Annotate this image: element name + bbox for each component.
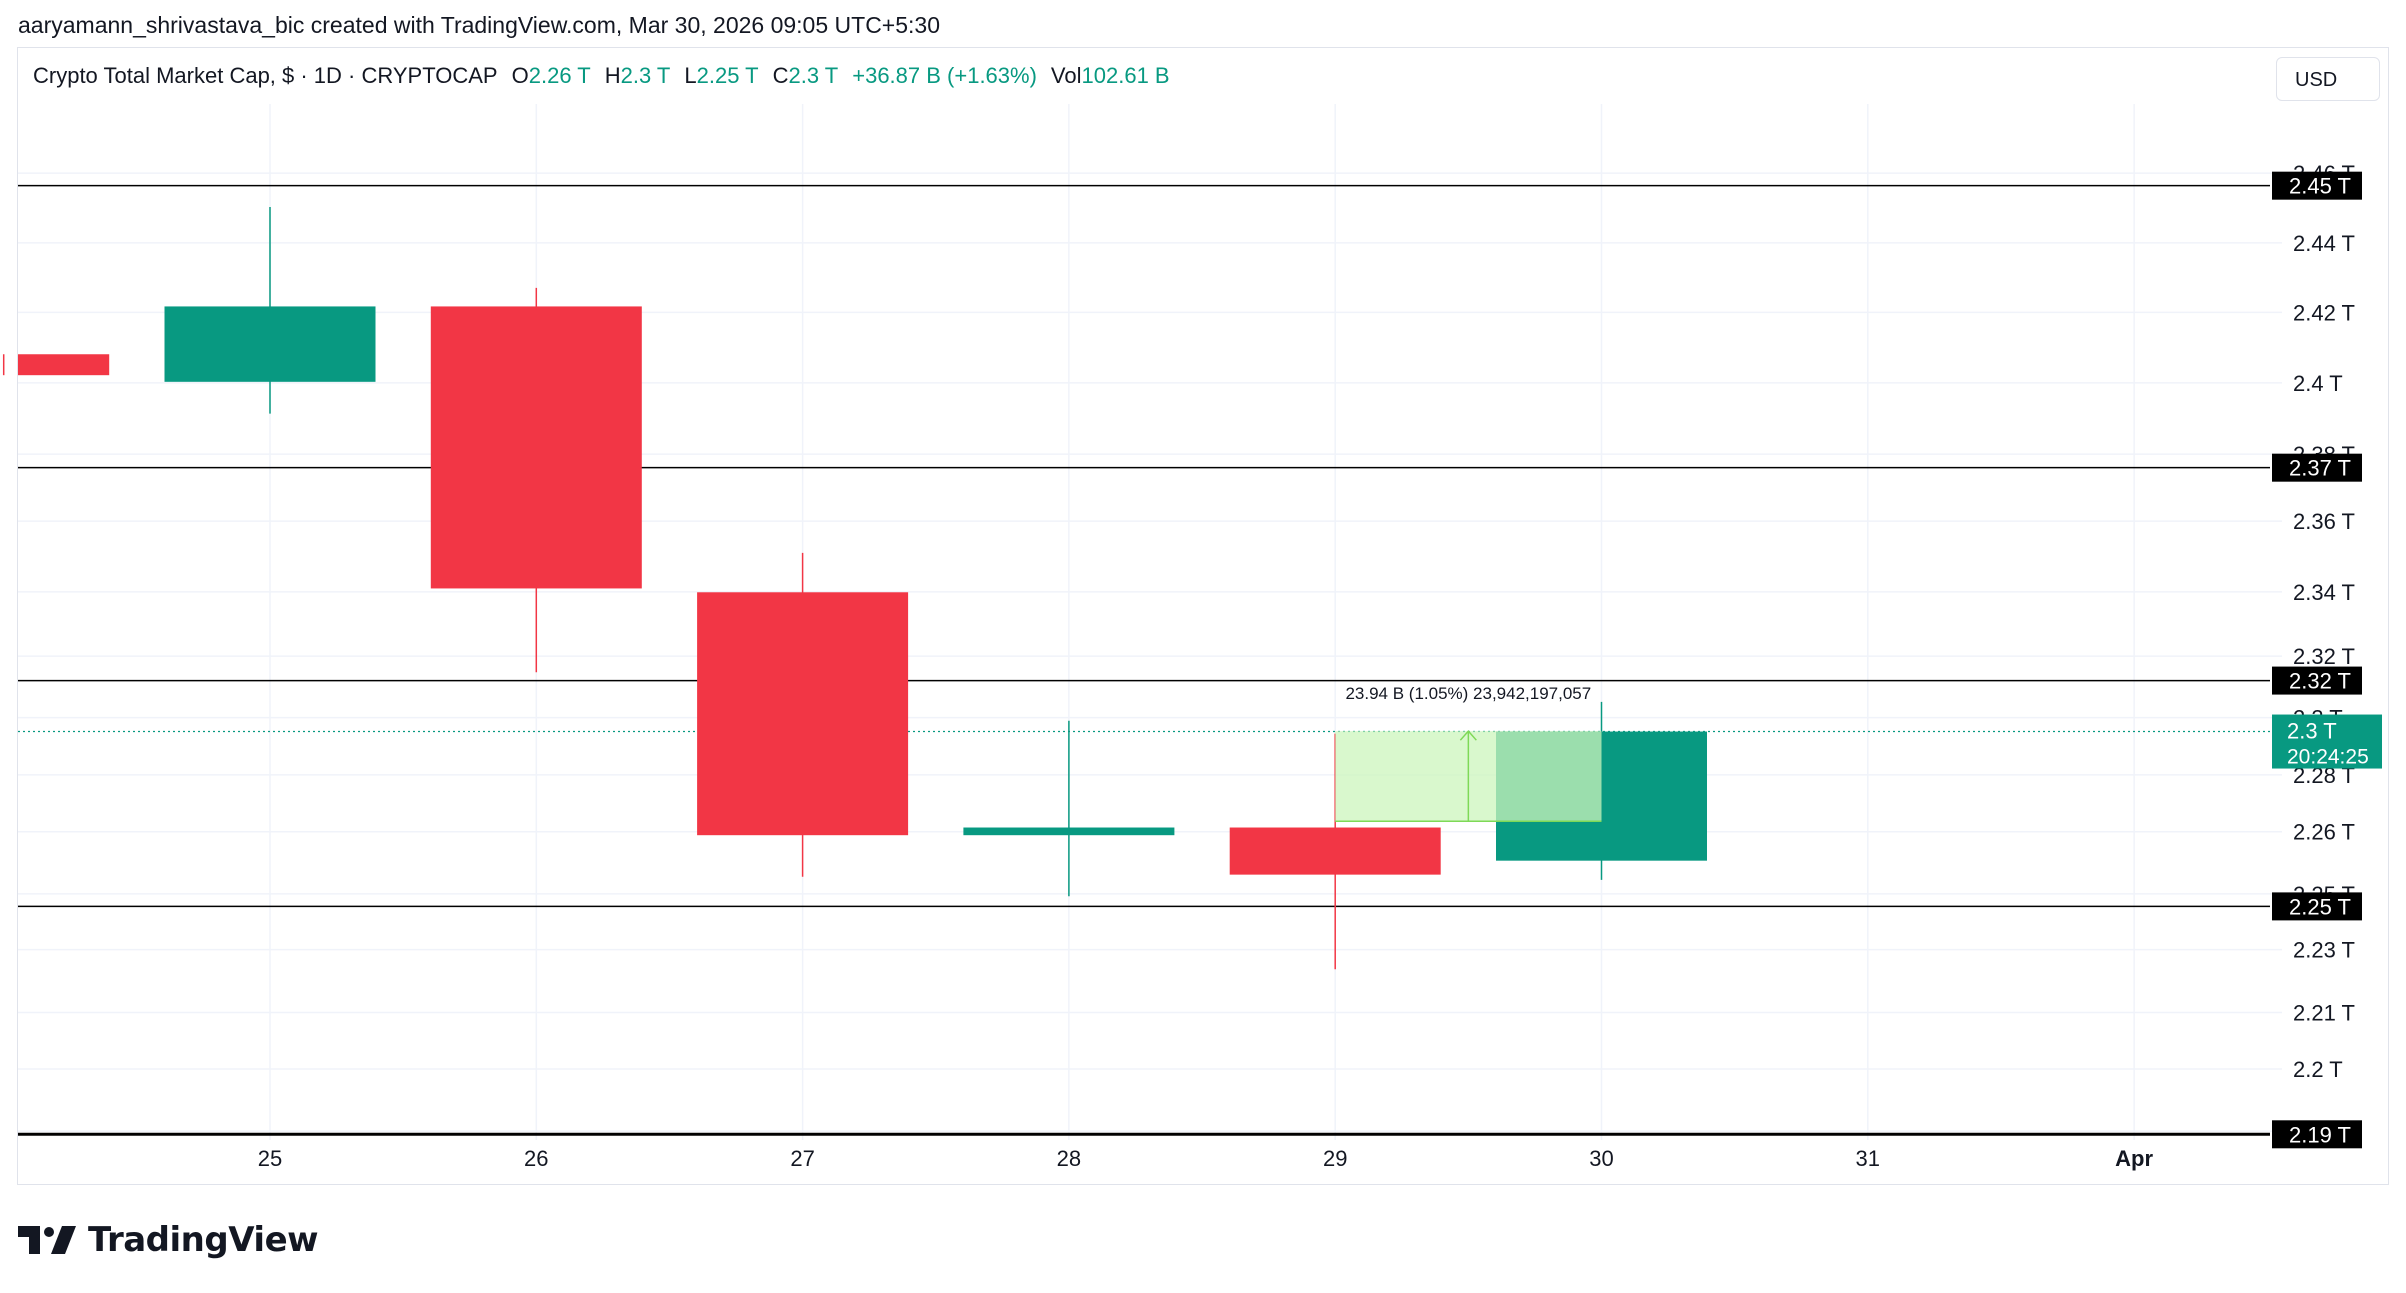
high-label: H: [604, 63, 621, 88]
horizontal-line-price-box: [2272, 892, 2362, 921]
y-tick-label: 2.26 T: [2293, 820, 2355, 845]
tradingview-logo-icon: [18, 1226, 76, 1254]
change-value: +36.87 B (+1.63%): [852, 63, 1037, 88]
brand-name: TradingView: [88, 1220, 319, 1260]
y-tick-label: 2.36 T: [2293, 509, 2355, 534]
horizontal-line-price-box: [2272, 171, 2362, 200]
y-tick-label: 2.2 T: [2293, 1057, 2343, 1082]
y-tick-label: 2.32 T: [2293, 644, 2355, 669]
candles-layer: [2, 206, 1707, 970]
x-tick-label: 31: [1856, 1146, 1880, 1171]
y-tick-label: 2.4 T: [2293, 371, 2343, 396]
symbol-title: Crypto Total Market Cap, $ · 1D · CRYPTO…: [33, 63, 498, 88]
x-tick-label: 27: [790, 1146, 814, 1171]
x-tick-label: 25: [258, 1146, 282, 1171]
high-value: 2.3 T: [620, 63, 671, 88]
candle-body: [697, 592, 909, 836]
last-price-label: 2.3 T: [2287, 719, 2337, 744]
x-tick-label: 30: [1589, 1146, 1613, 1171]
x-tick-label: Apr: [2115, 1146, 2153, 1171]
currency-button[interactable]: USD: [2276, 57, 2380, 101]
candle-body: [430, 306, 642, 589]
horizontal-lines-layer: [18, 184, 2270, 1136]
horizontal-line-price-box: [2272, 666, 2362, 695]
symbol-legend: Crypto Total Market Cap, $ · 1D · CRYPTO…: [33, 63, 1170, 89]
candle-body: [1229, 827, 1441, 875]
y-tick-label: 2.42 T: [2293, 300, 2355, 325]
horizontal-line-price-box: [2272, 453, 2362, 482]
horizontal-line-price-label: 2.37 T: [2289, 456, 2351, 481]
y-tick-label: 2.34 T: [2293, 580, 2355, 605]
measure-arrow-icon: [1459, 730, 1477, 741]
candle-body: [164, 306, 376, 382]
horizontal-line-price-box: [2272, 1120, 2362, 1149]
x-tick-label: 29: [1323, 1146, 1347, 1171]
close-value: 2.3 T: [788, 63, 839, 88]
candle-body: [963, 827, 1175, 836]
open-label: O: [511, 63, 529, 88]
measure-layer: 23.94 B (1.05%) 23,942,197,057: [1335, 684, 1602, 822]
horizontal-line-price-label: 2.45 T: [2289, 174, 2351, 199]
tradingview-brand[interactable]: TradingView: [18, 1218, 319, 1262]
horizontal-line-price-label: 2.25 T: [2289, 894, 2351, 919]
low-value: 2.25 T: [696, 63, 759, 88]
measure-label: 23.94 B (1.05%) 23,942,197,057: [1345, 684, 1591, 703]
low-label: L: [684, 63, 697, 88]
countdown-label: 20:24:25: [2287, 746, 2369, 769]
y-tick-label: 2.23 T: [2293, 938, 2355, 963]
x-tick-label: 26: [524, 1146, 548, 1171]
close-label: C: [772, 63, 789, 88]
chart-frame: [17, 47, 2389, 1185]
y-tick-label: 2.44 T: [2293, 231, 2355, 256]
volume-label: Vol: [1050, 63, 1082, 88]
horizontal-line-price-label: 2.19 T: [2289, 1122, 2351, 1147]
last-price-box: [2272, 714, 2382, 769]
horizontal-line-price-label: 2.32 T: [2289, 669, 2351, 694]
grid-layer: [18, 104, 2282, 1140]
volume-value: 102.61 B: [1081, 63, 1170, 88]
chart-caption: aaryamann_shrivastava_bic created with T…: [18, 12, 940, 38]
y-tick-label: 2.21 T: [2293, 1000, 2355, 1025]
candle-body: [18, 354, 110, 376]
open-value: 2.26 T: [528, 63, 591, 88]
price-labels-layer: 2.45 T 2.37 T 2.32 T 2.25 T 2.19 T 2.3 T20:24…: [2272, 171, 2382, 1149]
x-tick-label: 28: [1057, 1146, 1081, 1171]
